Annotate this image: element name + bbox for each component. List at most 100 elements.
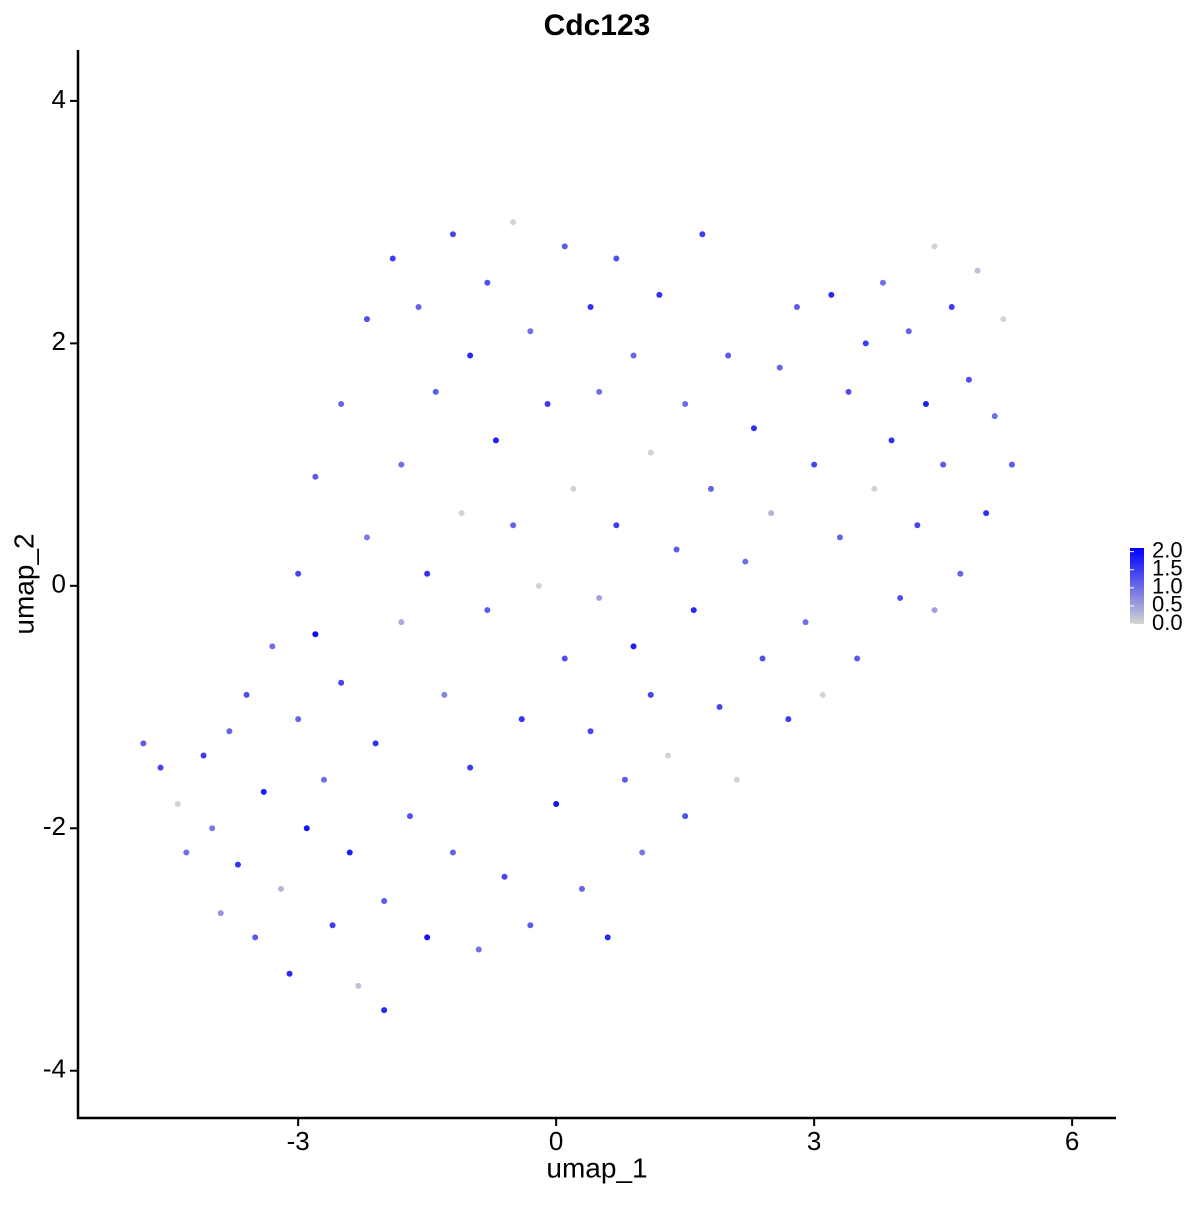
point: [424, 934, 431, 941]
point: [871, 485, 878, 492]
point: [295, 570, 302, 577]
point: [940, 461, 947, 468]
point: [647, 691, 654, 698]
point: [965, 376, 972, 383]
point: [432, 388, 439, 395]
x-tick-label: 6: [1065, 1126, 1079, 1156]
point: [398, 619, 405, 626]
point: [604, 934, 611, 941]
y-tick-label: 2: [52, 326, 66, 356]
point: [140, 740, 147, 747]
point: [596, 594, 603, 601]
point: [682, 400, 689, 407]
point: [277, 885, 284, 892]
x-tick-label: -3: [287, 1126, 310, 1156]
point: [467, 764, 474, 771]
point: [733, 776, 740, 783]
point: [174, 801, 181, 808]
chart-title: Cdc123: [544, 9, 651, 42]
point: [948, 303, 955, 310]
point: [897, 594, 904, 601]
point: [570, 485, 577, 492]
point: [888, 437, 895, 444]
point: [467, 352, 474, 359]
point: [544, 400, 551, 407]
point: [596, 388, 603, 395]
point: [957, 570, 964, 577]
point: [613, 522, 620, 529]
point: [527, 328, 534, 335]
point: [991, 413, 998, 420]
point: [475, 946, 482, 953]
point: [802, 619, 809, 626]
point: [879, 279, 886, 286]
point: [587, 303, 594, 310]
point: [363, 316, 370, 323]
point: [716, 704, 723, 711]
point: [484, 279, 491, 286]
point: [183, 849, 190, 856]
point: [811, 461, 818, 468]
point: [484, 607, 491, 614]
point: [862, 340, 869, 347]
point: [209, 825, 216, 832]
point: [690, 607, 697, 614]
point: [269, 643, 276, 650]
point: [260, 788, 267, 795]
colorbar-tick-label: 0.0: [1152, 610, 1183, 635]
point: [630, 352, 637, 359]
point: [243, 691, 250, 698]
point: [381, 898, 388, 905]
point: [157, 764, 164, 771]
point: [449, 849, 456, 856]
point: [527, 922, 534, 929]
point: [1000, 316, 1007, 323]
point: [406, 813, 413, 820]
point: [776, 364, 783, 371]
point: [922, 400, 929, 407]
point: [793, 303, 800, 310]
colorbar-tick-label: 1.5: [1152, 556, 1183, 581]
point: [312, 473, 319, 480]
x-axis-title: umap_1: [546, 1152, 647, 1183]
point: [234, 861, 241, 868]
point: [742, 558, 749, 565]
x-tick-label: 3: [807, 1126, 821, 1156]
point: [578, 885, 585, 892]
point: [501, 873, 508, 880]
point: [656, 291, 663, 298]
point: [699, 231, 706, 238]
point: [338, 679, 345, 686]
point: [441, 691, 448, 698]
point: [226, 728, 233, 735]
point: [819, 691, 826, 698]
point: [587, 728, 594, 735]
point: [398, 461, 405, 468]
point: [759, 655, 766, 662]
point: [492, 437, 499, 444]
point: [252, 934, 259, 941]
point: [217, 910, 224, 917]
point: [449, 231, 456, 238]
y-tick-label: -2: [43, 811, 66, 841]
colorbar-tick-label: 0.5: [1152, 592, 1183, 617]
point: [1008, 461, 1015, 468]
point: [983, 510, 990, 517]
point: [415, 303, 422, 310]
point: [510, 219, 517, 226]
point: [389, 255, 396, 262]
point: [372, 740, 379, 747]
point: [329, 922, 336, 929]
point: [381, 1007, 388, 1014]
y-tick-label: -4: [43, 1054, 66, 1084]
point: [312, 631, 319, 638]
point: [836, 534, 843, 541]
point: [639, 849, 646, 856]
point: [914, 522, 921, 529]
point: [931, 607, 938, 614]
y-axis-title: umap_2: [8, 533, 39, 634]
point: [458, 510, 465, 517]
point: [828, 291, 835, 298]
point: [295, 716, 302, 723]
